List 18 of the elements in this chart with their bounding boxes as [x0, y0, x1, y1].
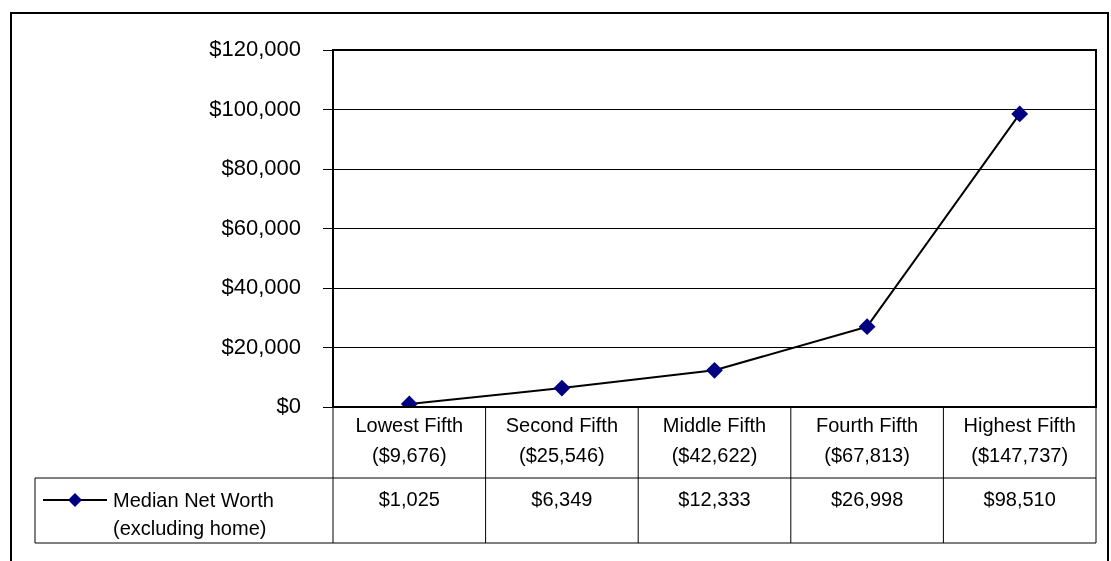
- data-label: $6,349: [531, 487, 593, 510]
- y-tick-label: $0: [276, 393, 301, 419]
- y-tick-label: $120,000: [209, 36, 301, 62]
- y-tick-label: $60,000: [221, 214, 301, 240]
- x-tick-label: Fourth Fifth ($67,813): [815, 413, 919, 466]
- legend-label: Median Net Worth (excluding home): [113, 488, 275, 541]
- y-tick-label: $100,000: [209, 95, 301, 121]
- data-label: $98,510: [983, 487, 1056, 510]
- x-tick-label: Second Fifth ($25,546): [505, 413, 619, 466]
- x-tick-label: Highest Fifth ($147,737): [963, 413, 1076, 466]
- x-tick-label: Lowest Fifth ($9,676): [355, 413, 464, 466]
- data-label: $12,333: [678, 487, 751, 510]
- x-tick-label: Middle Fifth ($42,622): [662, 413, 767, 466]
- y-tick-label: $80,000: [221, 155, 301, 181]
- data-label: $26,998: [830, 487, 904, 510]
- data-label: $1,025: [378, 487, 440, 510]
- y-tick-label: $40,000: [221, 274, 301, 300]
- y-tick-label: $20,000: [221, 333, 301, 359]
